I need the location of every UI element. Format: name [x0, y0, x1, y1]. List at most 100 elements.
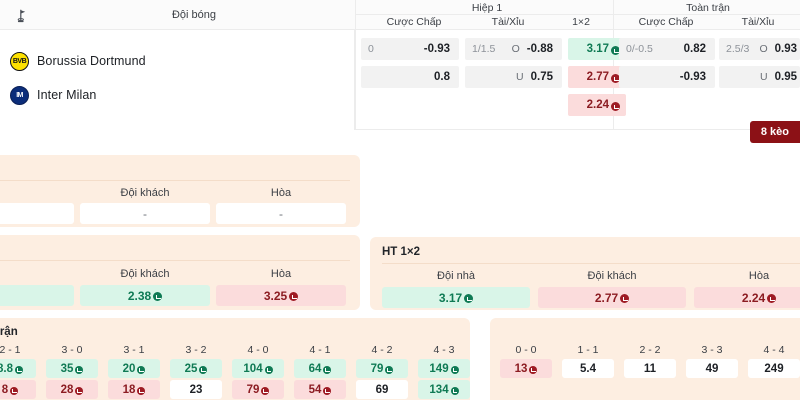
trend-up-icon — [464, 294, 474, 303]
odds-pill-draw[interactable]: - — [216, 203, 346, 224]
team-row[interactable]: IM Inter Milan — [10, 80, 340, 110]
odds-pill-home[interactable] — [0, 285, 74, 306]
score-odds-pill[interactable]: 134 — [418, 380, 470, 399]
market-header-ft-overunder: Tài/Xỉu — [741, 16, 775, 28]
column-header-home: Đội nhà — [437, 270, 475, 282]
odds-value: 23 — [189, 383, 203, 396]
odds-count-badge[interactable]: 8 kèo — [749, 121, 800, 143]
odds-value: 5.4 — [580, 362, 596, 375]
total-line: 2.5/3 — [726, 43, 750, 55]
odds-cell-ft-handicap[interactable]: 0/-0.5 0.82 — [619, 38, 715, 60]
score-odds-pill[interactable]: 28 — [46, 380, 98, 399]
trend-up-icon — [137, 365, 146, 374]
odds-value: 0.8 — [434, 71, 450, 83]
odds-cell-h1-handicap[interactable]: 0.8 — [361, 66, 459, 88]
score-odds-pill[interactable]: 249 — [748, 359, 800, 378]
team-name: Inter Milan — [37, 88, 97, 102]
odds-value: 49 — [705, 362, 719, 375]
odds-pill-draw[interactable]: 2.24 — [694, 287, 800, 308]
score-label: 2 - 1 — [0, 343, 21, 356]
header-divider — [355, 14, 800, 15]
trend-up-icon — [153, 292, 163, 301]
odds-cell-ft-overunder[interactable]: U 0.95 — [719, 66, 800, 88]
trend-up-icon — [264, 365, 273, 374]
odds-value: 3.25 — [263, 288, 288, 303]
odds-value: 0.82 — [683, 43, 706, 55]
odds-cell-h1-1x2-away[interactable]: 2.77 — [568, 66, 626, 88]
odds-value: 249 — [764, 362, 784, 375]
odds-value: -0.93 — [679, 71, 706, 83]
trend-down-icon — [611, 73, 620, 83]
odds-pill-away[interactable]: 2.38 — [80, 285, 210, 306]
score-odds-pill[interactable]: 23 — [170, 380, 222, 399]
bvb-crest-icon: BVB — [10, 51, 29, 71]
odds-value: 28 — [60, 383, 74, 396]
score-odds-pill[interactable]: 35 — [46, 359, 98, 378]
score-odds-pill[interactable]: 49 — [686, 359, 738, 378]
odds-value: 134 — [429, 383, 449, 396]
score-odds-pill[interactable]: 8.8 — [0, 359, 36, 378]
score-odds-pill[interactable]: 13 — [500, 359, 552, 378]
score-odds-pill[interactable]: 8 — [0, 380, 36, 399]
team-name: Borussia Dortmund — [37, 54, 146, 68]
score-odds-pill[interactable]: 18 — [108, 380, 160, 399]
score-odds-pill[interactable]: 104 — [232, 359, 284, 378]
odds-value: 25 — [184, 362, 198, 375]
card-divider — [382, 263, 800, 264]
score-label: 2 - 2 — [639, 343, 661, 356]
score-odds-pill[interactable]: 79 — [232, 380, 284, 399]
match-odds-panel: Đội bóng Hiệp 1 Toàn trận Cược Chấp Tài/… — [0, 0, 800, 143]
market-header-h1-overunder: Tài/Xỉu — [491, 16, 525, 28]
score-label: 1 - 1 — [577, 343, 599, 356]
score-odds-pill[interactable]: 79 — [356, 359, 408, 378]
odds-cell-h1-overunder[interactable]: U 0.75 — [465, 66, 562, 88]
odds-cell-h1-overunder[interactable]: 1/1.5 O -0.88 — [465, 38, 562, 60]
odds-value: 0.95 — [774, 71, 797, 83]
trend-up-icon — [323, 365, 332, 374]
column-header-away: Đội khách — [587, 270, 637, 282]
odds-pill-home[interactable] — [0, 203, 74, 224]
odds-pill-draw[interactable]: 3.25 — [216, 285, 346, 306]
over-marker: O — [759, 43, 768, 55]
market-header-h1-handicap: Cược Chấp — [386, 16, 442, 28]
score-odds-pill[interactable]: 64 — [294, 359, 346, 378]
column-header-home — [0, 266, 74, 282]
odds-value: 8 — [1, 383, 9, 396]
score-odds-pill[interactable]: 25 — [170, 359, 222, 378]
score-odds-pill[interactable]: 20 — [108, 359, 160, 378]
odds-cell-h1-1x2-draw[interactable]: 2.24 — [568, 94, 626, 116]
trend-down-icon — [10, 386, 19, 395]
column-header-home — [0, 185, 74, 201]
odds-value: 2.38 — [127, 288, 152, 303]
odds-cell-h1-1x2-home[interactable]: 3.17 — [568, 38, 626, 60]
team-row[interactable]: BVB Borussia Dortmund — [10, 46, 340, 76]
score-label: 3 - 1 — [123, 343, 145, 356]
score-odds-pill[interactable]: 54 — [294, 380, 346, 399]
card-correct-score-fulltime: trận 2 - 1 3 - 0 3 - 1 3 - 2 4 - 0 4 - 1 4 - 2… — [0, 318, 470, 400]
trend-down-icon — [529, 365, 538, 374]
period-header-full-time: Toàn trận — [686, 2, 730, 14]
score-odds-pill[interactable]: 11 — [624, 359, 676, 378]
odds-pill-away[interactable]: 2.77 — [538, 287, 686, 308]
score-odds-pill[interactable]: 5.4 — [562, 359, 614, 378]
trend-up-icon — [450, 365, 459, 374]
odds-pill-home[interactable]: 3.17 — [382, 287, 530, 308]
market-header-h1-1x2: 1×2 — [572, 16, 590, 28]
odds-value: 18 — [122, 383, 136, 396]
odds-value: 2.77 — [586, 71, 609, 83]
odds-value: 79 — [370, 362, 384, 375]
golf-flag-icon[interactable] — [8, 4, 34, 26]
odds-cell-ft-handicap[interactable]: -0.93 — [619, 66, 715, 88]
odds-pill-away[interactable]: - — [80, 203, 210, 224]
odds-value: 2.77 — [594, 290, 619, 305]
odds-value: -0.93 — [423, 43, 450, 55]
score-odds-pill[interactable]: 69 — [356, 380, 408, 399]
odds-value: -0.88 — [526, 43, 553, 55]
odds-value: 2.24 — [741, 290, 766, 305]
odds-cell-ft-overunder[interactable]: 2.5/3 O 0.93 — [719, 38, 800, 60]
odds-value: 69 — [375, 383, 389, 396]
score-odds-pill[interactable]: 149 — [418, 359, 470, 378]
odds-cell-h1-handicap[interactable]: 0 -0.93 — [361, 38, 459, 60]
trend-down-icon — [611, 101, 620, 111]
